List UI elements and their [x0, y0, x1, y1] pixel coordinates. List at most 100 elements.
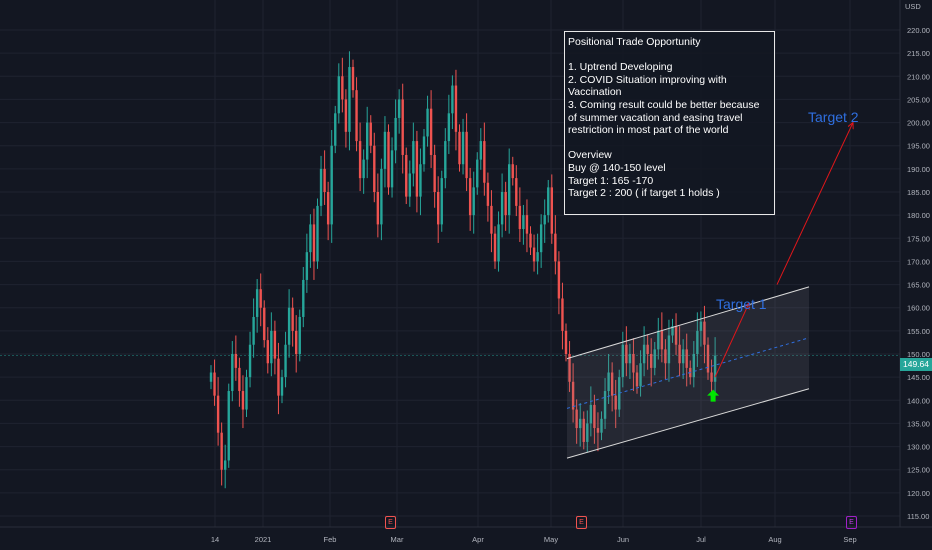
y-tick-label: 170.00 — [907, 257, 930, 266]
candle — [334, 113, 337, 146]
target-2-label[interactable]: Target 2 — [808, 109, 859, 125]
candle — [408, 173, 411, 197]
candle — [699, 321, 703, 331]
y-tick-label: 195.00 — [907, 142, 930, 151]
x-tick-label: Aug — [768, 535, 781, 544]
candle — [497, 224, 500, 262]
candle — [316, 205, 319, 262]
y-tick-label: 145.00 — [907, 373, 930, 382]
candle — [468, 178, 472, 216]
candle — [650, 354, 653, 368]
candle — [536, 252, 539, 262]
y-tick-label: 215.00 — [907, 49, 930, 58]
target-1-label[interactable]: Target 1 — [716, 296, 767, 312]
candle — [589, 404, 593, 424]
candle — [405, 154, 408, 197]
candle — [635, 372, 639, 387]
candle — [224, 460, 227, 470]
note-title: Positional Trade Opportunity — [568, 36, 701, 48]
candle — [596, 428, 600, 433]
note-target-2: Target 2 : 200 ( if target 1 holds ) — [568, 187, 720, 200]
candle — [490, 205, 493, 234]
candle — [696, 330, 699, 354]
earnings-badge[interactable]: E — [576, 516, 587, 529]
candle — [255, 289, 259, 317]
note-point-3: 3. Coming result could be better because… — [568, 98, 760, 137]
y-tick-label: 160.00 — [907, 304, 930, 313]
candle — [600, 418, 603, 433]
earnings-badge[interactable]: E — [385, 516, 396, 529]
candle — [493, 233, 497, 262]
channel-mid-line — [566, 337, 810, 409]
candle — [607, 372, 610, 392]
candle — [632, 354, 635, 373]
target-2-arrow — [776, 123, 853, 285]
trade-note[interactable]: Positional Trade Opportunity 1. Uptrend … — [564, 31, 775, 215]
candle — [543, 215, 546, 225]
candle — [227, 391, 230, 461]
candle — [380, 168, 383, 225]
x-tick-label: May — [544, 535, 558, 544]
candle — [628, 354, 632, 364]
earnings-badge[interactable]: E — [846, 516, 857, 529]
candle — [348, 67, 351, 132]
candle — [362, 159, 365, 179]
candle — [305, 252, 309, 280]
candle — [394, 117, 397, 151]
candle — [238, 367, 241, 392]
candle — [263, 307, 266, 341]
candle — [248, 344, 252, 378]
candle — [522, 215, 525, 230]
candle — [447, 113, 451, 142]
candle — [280, 377, 284, 396]
y-tick-label: 130.00 — [907, 443, 930, 452]
last-price-tag: 149.64 — [900, 358, 932, 371]
candle — [419, 164, 422, 197]
candle — [568, 354, 571, 382]
x-tick-label: Feb — [324, 535, 337, 544]
y-tick-label: 180.00 — [907, 211, 930, 220]
candle — [564, 330, 568, 354]
candle — [557, 261, 561, 299]
candle — [465, 131, 468, 179]
y-tick-label: 135.00 — [907, 419, 930, 428]
y-tick-label: 140.00 — [907, 396, 930, 405]
candle — [437, 192, 440, 225]
candle — [610, 372, 614, 396]
time-axis[interactable]: 14 2021 Feb Mar Apr May Jun Jul Aug Sep — [0, 526, 932, 544]
y-tick-label: 210.00 — [907, 72, 930, 81]
candle — [710, 372, 713, 382]
candle — [330, 145, 333, 225]
candle — [422, 136, 426, 165]
candle — [366, 122, 369, 160]
candle — [295, 330, 298, 354]
candle — [440, 178, 443, 225]
candle — [273, 330, 277, 359]
y-tick-label: 185.00 — [907, 188, 930, 197]
candle — [390, 150, 394, 188]
candle — [703, 321, 706, 345]
candle — [660, 330, 664, 350]
y-tick-label: 220.00 — [907, 26, 930, 35]
candle — [451, 85, 454, 114]
y-tick-label: 190.00 — [907, 165, 930, 174]
candle — [713, 355, 717, 382]
candle — [706, 344, 710, 373]
candle — [500, 192, 504, 225]
candle — [458, 131, 461, 165]
candle — [397, 99, 401, 118]
candle — [426, 108, 429, 137]
candle — [603, 391, 607, 419]
candle — [252, 316, 255, 345]
candle — [539, 224, 543, 253]
target-1-arrow — [714, 303, 749, 378]
candle — [561, 298, 564, 331]
candle — [220, 432, 223, 470]
x-tick-label: Apr — [472, 535, 484, 544]
candle — [412, 141, 415, 174]
candle — [341, 76, 344, 100]
candle — [625, 344, 628, 364]
price-axis[interactable]: 115.00 120.00 125.00 130.00 135.00 140.00 145.… — [899, 0, 930, 527]
candle — [671, 326, 674, 336]
